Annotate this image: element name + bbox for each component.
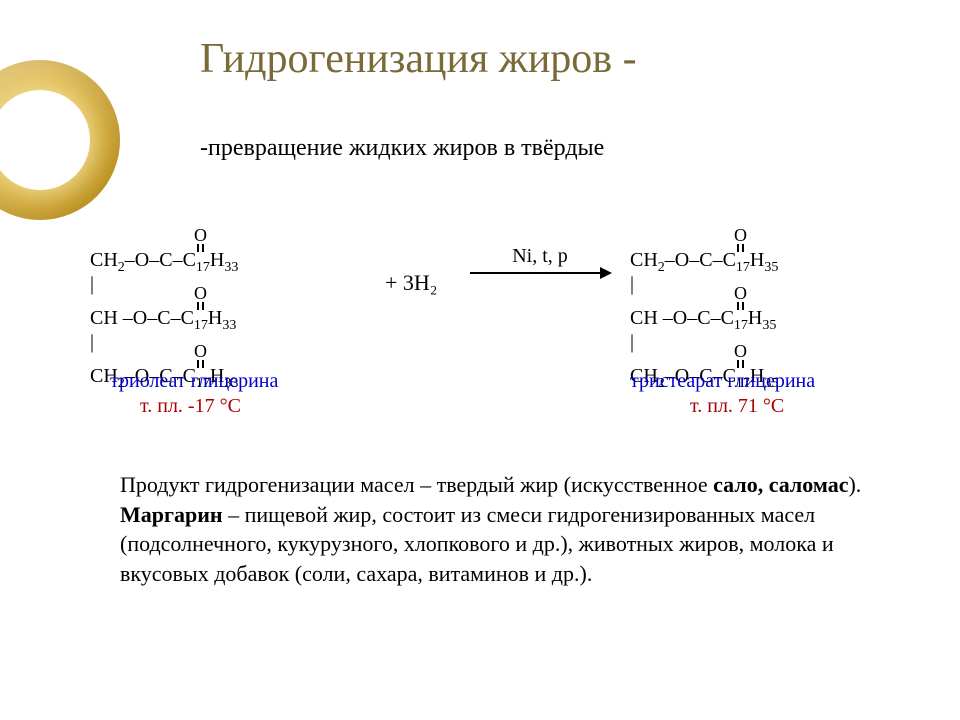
slide-subtitle: -превращение жидких жиров в твёрдые [200, 135, 604, 162]
reaction-conditions: Ni, t, p [470, 245, 610, 268]
product-name: тристеарат глицерина [630, 370, 815, 393]
reaction-diagram: CH2–O–C–C17H33 O | CH –O–C–C17H33 O | CH… [90, 190, 910, 450]
slide-title: Гидрогенизация жиров - [200, 35, 637, 83]
reactant-melting-point: т. пл. -17 °C [140, 395, 241, 418]
plus-reagent: + 3H₂ [385, 270, 437, 296]
body-paragraph: Продукт гидрогенизации масел – твердый ж… [120, 470, 880, 589]
reactant-name: триолеат глицерина [110, 370, 278, 393]
slide-ring-inner [0, 90, 90, 190]
product-melting-point: т. пл. 71 °C [690, 395, 784, 418]
reaction-arrow [470, 272, 610, 274]
